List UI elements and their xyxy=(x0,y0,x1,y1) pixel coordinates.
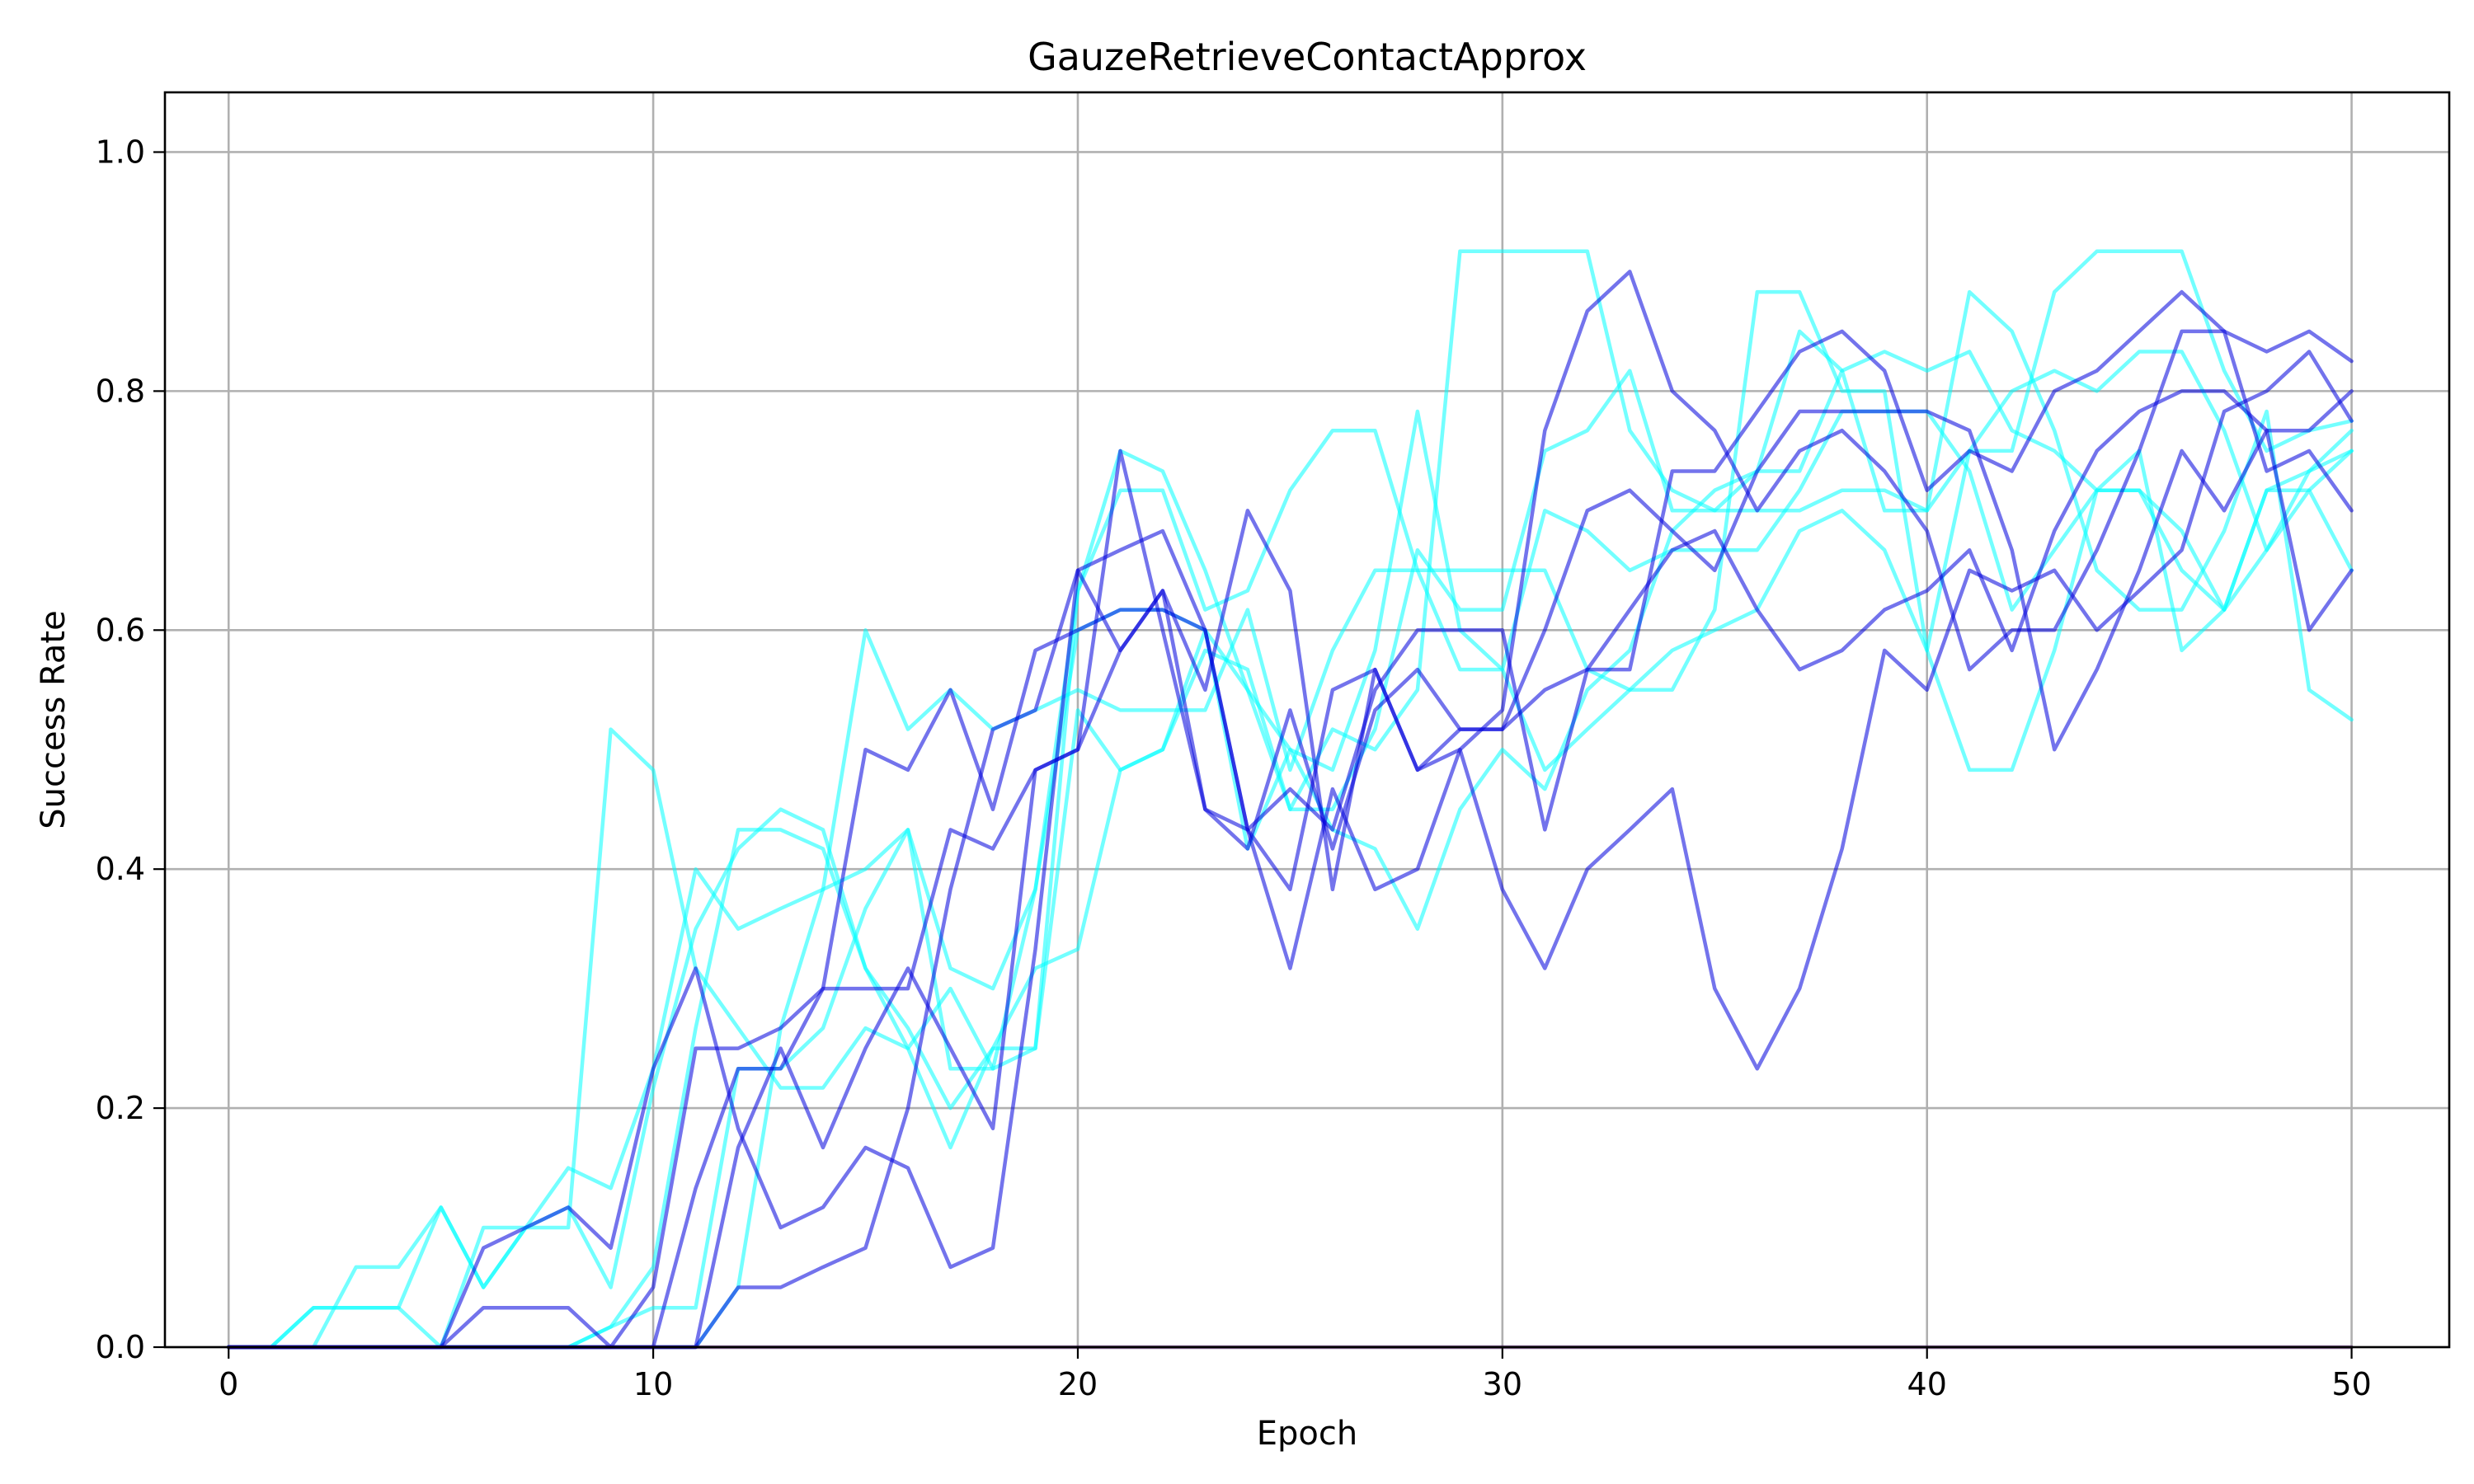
ticks: 0 10 20 30 40 50 0.0 0.2 0.4 0.6 0.8 1.0 xyxy=(96,134,2372,1402)
y-tick-label: 0.6 xyxy=(96,612,145,648)
x-tick-label: 10 xyxy=(633,1366,673,1402)
series-line-3 xyxy=(226,350,2354,1350)
x-axis-label: Epoch xyxy=(1257,1415,1357,1453)
x-tick-label: 0 xyxy=(219,1366,238,1402)
series-layer xyxy=(226,249,2354,1350)
y-tick-label: 0.4 xyxy=(96,851,145,887)
series-line-6 xyxy=(226,409,2354,1350)
x-tick-label: 20 xyxy=(1058,1366,1098,1402)
series-line-9 xyxy=(226,350,2354,1350)
series-line-7 xyxy=(226,289,2354,1350)
plot-frame xyxy=(163,91,2451,1349)
x-tick-label: 40 xyxy=(1907,1366,1947,1402)
x-tick-label: 30 xyxy=(1483,1366,1522,1402)
y-tick-label: 0.0 xyxy=(96,1329,145,1365)
y-tick-label: 0.2 xyxy=(96,1090,145,1126)
y-axis-label: Success Rate xyxy=(35,610,73,829)
x-tick-label: 50 xyxy=(2331,1366,2371,1402)
series-line-4 xyxy=(226,249,2354,1350)
y-tick-label: 1.0 xyxy=(96,134,145,170)
chart-title: GauzeRetrieveContactApprox xyxy=(1028,35,1587,79)
y-tick-label: 0.8 xyxy=(96,373,145,409)
